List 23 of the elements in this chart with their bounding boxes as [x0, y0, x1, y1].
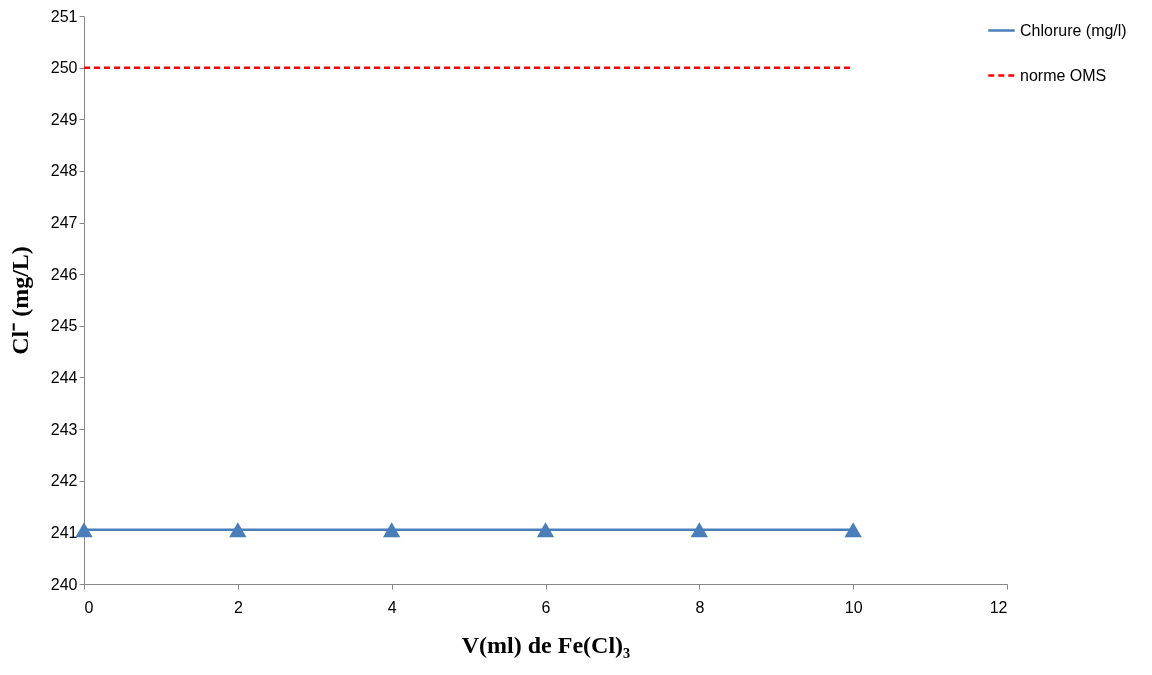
y-tick-label: 240: [50, 575, 78, 593]
y-tick-label: 242: [50, 472, 78, 490]
y-tick-label: 248: [50, 162, 78, 180]
y-tick-label: 249: [50, 110, 78, 128]
x-tick-label: 10: [844, 598, 863, 616]
y-axis-title: Cl⁻ (mg/L): [6, 246, 33, 355]
x-axis-title: V(ml) de Fe(Cl)₃: [461, 631, 631, 658]
y-tick-label: 245: [50, 317, 78, 335]
y-tick-label: 251: [50, 7, 78, 25]
x-tick-label: 2: [233, 598, 243, 616]
y-tick-label: 247: [50, 214, 78, 232]
legend-label: norme OMS: [1020, 66, 1107, 84]
y-tick-label: 243: [50, 420, 78, 438]
x-tick-label: 8: [695, 598, 705, 616]
x-tick-label: 6: [541, 598, 551, 616]
x-tick-label: 12: [989, 598, 1008, 616]
x-tick-label: 4: [387, 598, 397, 616]
y-tick-label: 244: [50, 368, 78, 386]
y-tick-label: 246: [50, 265, 78, 283]
y-tick-label: 241: [50, 523, 78, 541]
x-tick-label: 0: [84, 598, 94, 616]
legend-label: Chlorure (mg/l): [1020, 21, 1127, 39]
y-tick-label: 250: [50, 59, 78, 77]
